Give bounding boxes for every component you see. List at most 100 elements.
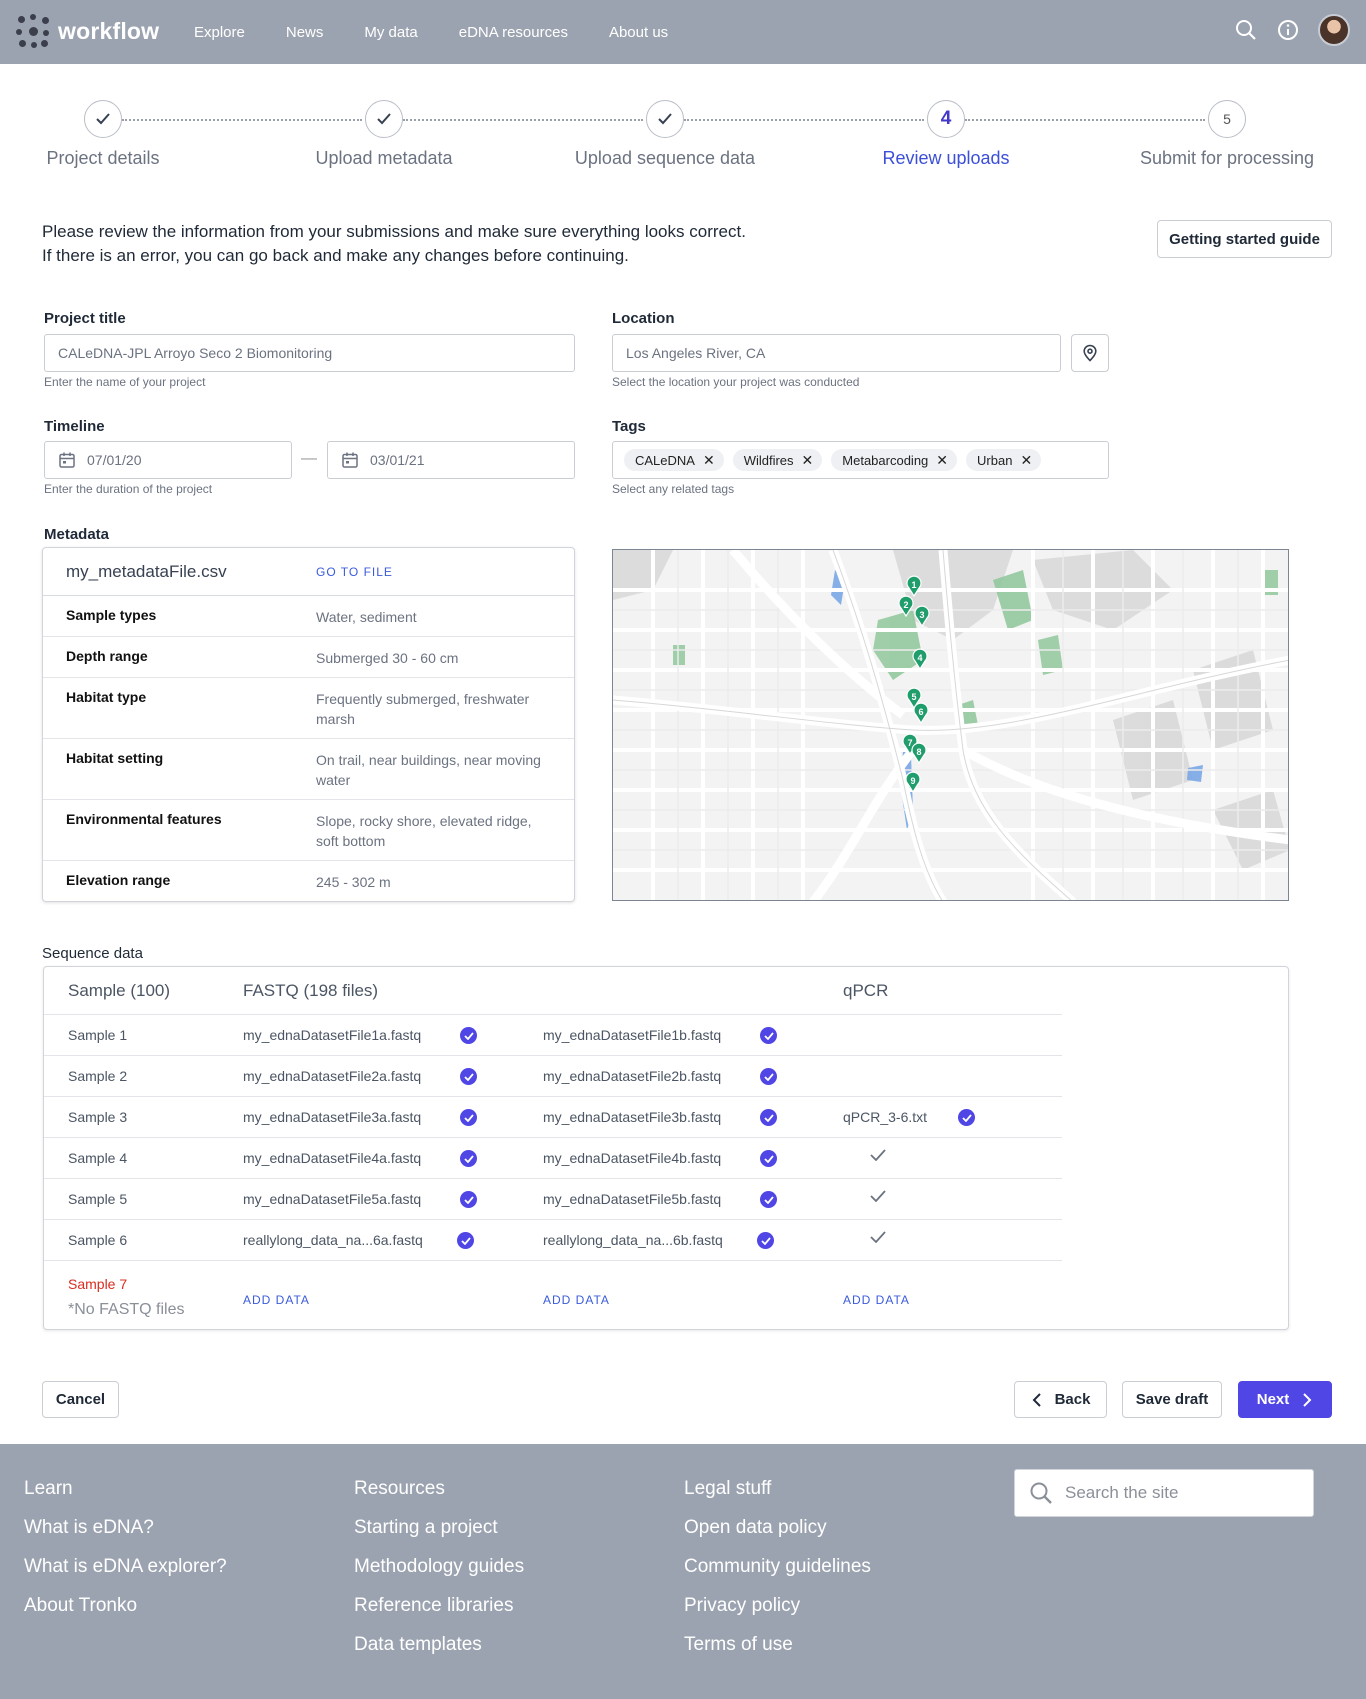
map-marker-1[interactable]: 1 <box>906 575 922 598</box>
user-avatar[interactable] <box>1318 14 1350 46</box>
calendar-icon <box>342 452 358 468</box>
footer-link[interactable]: Reference libraries <box>354 1595 514 1616</box>
verified-check-icon <box>958 1109 975 1126</box>
step-submit-for-processing[interactable]: 5 Submit for processing <box>1107 100 1347 169</box>
nav-link-news[interactable]: News <box>285 23 324 41</box>
fastq-file-a[interactable]: reallylong_data_na...6a.fastq <box>243 1232 423 1248</box>
map-marker-5[interactable]: 5 <box>906 687 922 710</box>
remove-tag-icon[interactable]: ✕ <box>801 451 814 468</box>
map-marker-2[interactable]: 2 <box>898 595 914 618</box>
checkmark-icon <box>646 100 684 138</box>
step-project-details[interactable]: Project details <box>0 100 223 169</box>
map-marker-4[interactable]: 4 <box>912 648 928 671</box>
map-marker-label: 5 <box>911 692 916 702</box>
fastq-file-a[interactable]: my_ednaDatasetFile2a.fastq <box>243 1068 422 1084</box>
remove-tag-icon[interactable]: ✕ <box>1020 451 1033 468</box>
fastq-file-b[interactable]: my_ednaDatasetFile5b.fastq <box>543 1191 722 1207</box>
sequence-data-label: Sequence data <box>42 945 143 962</box>
project-title-input[interactable]: CALeDNA-JPL Arroyo Seco 2 Biomonitoring <box>44 334 575 372</box>
footer-search-input[interactable]: Search the site <box>1014 1469 1314 1517</box>
tag-chip: CALeDNA ✕ <box>624 449 724 471</box>
nav-link-about-us[interactable]: About us <box>608 23 669 41</box>
footer-column-learn: Learn What is eDNA? What is eDNA explore… <box>24 1478 227 1634</box>
save-draft-button[interactable]: Save draft <box>1122 1381 1222 1418</box>
footer-link[interactable]: Methodology guides <box>354 1556 525 1577</box>
sample-name: Sample 1 <box>68 1027 128 1043</box>
footer-link[interactable]: Starting a project <box>354 1517 498 1538</box>
verified-check-icon <box>760 1150 777 1167</box>
timeline-end-value: 03/01/21 <box>370 452 425 468</box>
step-number: 4 <box>927 100 965 138</box>
covered-checkmark-icon <box>870 1230 886 1248</box>
map-marker-9[interactable]: 9 <box>905 771 921 794</box>
timeline-start-value: 07/01/20 <box>87 452 142 468</box>
map-marker-3[interactable]: 3 <box>914 605 930 628</box>
back-button[interactable]: Back <box>1014 1381 1107 1418</box>
remove-tag-icon[interactable]: ✕ <box>936 451 949 468</box>
chevron-right-icon <box>1303 1392 1312 1407</box>
table-row: Sample 1 my_ednaDatasetFile1a.fastq my_edn… <box>44 1015 1062 1056</box>
metadata-value: On trail, near buildings, near moving wa… <box>316 752 541 788</box>
footer-link[interactable]: Open data policy <box>684 1517 827 1538</box>
add-fastq-a-link[interactable]: ADD DATA <box>243 1293 310 1307</box>
footer-link[interactable]: What is eDNA explorer? <box>24 1556 227 1577</box>
fastq-file-a[interactable]: my_ednaDatasetFile3a.fastq <box>243 1109 422 1125</box>
info-icon[interactable] <box>1276 18 1300 42</box>
fastq-file-a[interactable]: my_ednaDatasetFile5a.fastq <box>243 1191 422 1207</box>
timeline-start-input[interactable]: 07/01/20 <box>44 441 292 479</box>
footer-link[interactable]: About Tronko <box>24 1595 138 1616</box>
metadata-value: Frequently submerged, freshwater marsh <box>316 691 530 727</box>
fastq-file-b[interactable]: reallylong_data_na...6b.fastq <box>543 1232 723 1248</box>
step-connector <box>122 119 362 121</box>
fastq-file-b[interactable]: my_ednaDatasetFile4b.fastq <box>543 1150 722 1166</box>
location-pin-button[interactable] <box>1071 334 1109 372</box>
footer-heading: Learn <box>24 1478 73 1499</box>
brand-logo[interactable]: workflow <box>16 14 159 48</box>
sequence-data-table: Sample (100) FASTQ (198 files) qPCR Samp… <box>43 966 1289 1330</box>
metadata-row: Depth range Submerged 30 - 60 cm <box>43 637 574 678</box>
getting-started-guide-button[interactable]: Getting started guide <box>1157 220 1332 258</box>
nav-link-my-data[interactable]: My data <box>364 23 418 41</box>
fastq-file-b[interactable]: my_ednaDatasetFile3b.fastq <box>543 1109 722 1125</box>
add-qpcr-link[interactable]: ADD DATA <box>843 1293 910 1307</box>
search-icon[interactable] <box>1234 18 1258 42</box>
fastq-file-b[interactable]: my_ednaDatasetFile1b.fastq <box>543 1027 722 1043</box>
step-upload-sequence-data[interactable]: Upload sequence data <box>545 100 785 169</box>
column-header-qpcr: qPCR <box>843 981 889 1000</box>
go-to-file-link[interactable]: GO TO FILE <box>316 564 393 579</box>
fastq-file-b[interactable]: my_ednaDatasetFile2b.fastq <box>543 1068 722 1084</box>
nav-link-explore[interactable]: Explore <box>194 23 245 41</box>
intro-line: If there is an error, you can go back an… <box>42 246 629 265</box>
sample-name: Sample 5 <box>68 1191 128 1207</box>
footer-link[interactable]: Community guidelines <box>684 1556 871 1577</box>
table-row: Sample 5 my_ednaDatasetFile5a.fastq my_edn… <box>44 1179 1062 1220</box>
project-title-helper: Enter the name of your project <box>44 375 206 389</box>
footer-search-placeholder: Search the site <box>1065 1483 1179 1502</box>
timeline-label: Timeline <box>44 418 105 435</box>
footer-link[interactable]: Terms of use <box>684 1634 793 1655</box>
footer-link[interactable]: What is eDNA? <box>24 1517 154 1538</box>
metadata-row: Sample types Water, sediment <box>43 596 574 637</box>
step-upload-metadata[interactable]: Upload metadata <box>264 100 504 169</box>
add-fastq-b-link[interactable]: ADD DATA <box>543 1293 610 1307</box>
timeline-end-input[interactable]: 03/01/21 <box>327 441 575 479</box>
sample-name: Sample 3 <box>68 1109 128 1125</box>
nav-link-edna-resources[interactable]: eDNA resources <box>458 23 568 41</box>
footer-link[interactable]: Data templates <box>354 1634 482 1655</box>
metadata-key: Habitat type <box>66 689 147 705</box>
step-review-uploads[interactable]: 4 Review uploads <box>826 100 1066 169</box>
footer-link[interactable]: Privacy policy <box>684 1595 801 1616</box>
map-marker-6[interactable]: 6 <box>913 702 929 725</box>
map-marker-8[interactable]: 8 <box>911 742 927 765</box>
verified-check-icon <box>760 1109 777 1126</box>
fastq-file-a[interactable]: my_ednaDatasetFile1a.fastq <box>243 1027 422 1043</box>
cancel-button[interactable]: Cancel <box>42 1381 119 1418</box>
location-input[interactable]: Los Angeles River, CA <box>612 334 1061 372</box>
fastq-file-a[interactable]: my_ednaDatasetFile4a.fastq <box>243 1150 422 1166</box>
tags-input[interactable]: CALeDNA ✕ Wildfires ✕ Metabarcoding ✕ Urban… <box>612 441 1109 479</box>
remove-tag-icon[interactable]: ✕ <box>702 451 715 468</box>
qpcr-file[interactable]: qPCR_3-6.txt <box>843 1109 928 1125</box>
next-button[interactable]: Next <box>1238 1381 1332 1418</box>
footer-heading: Legal stuff <box>684 1478 772 1499</box>
